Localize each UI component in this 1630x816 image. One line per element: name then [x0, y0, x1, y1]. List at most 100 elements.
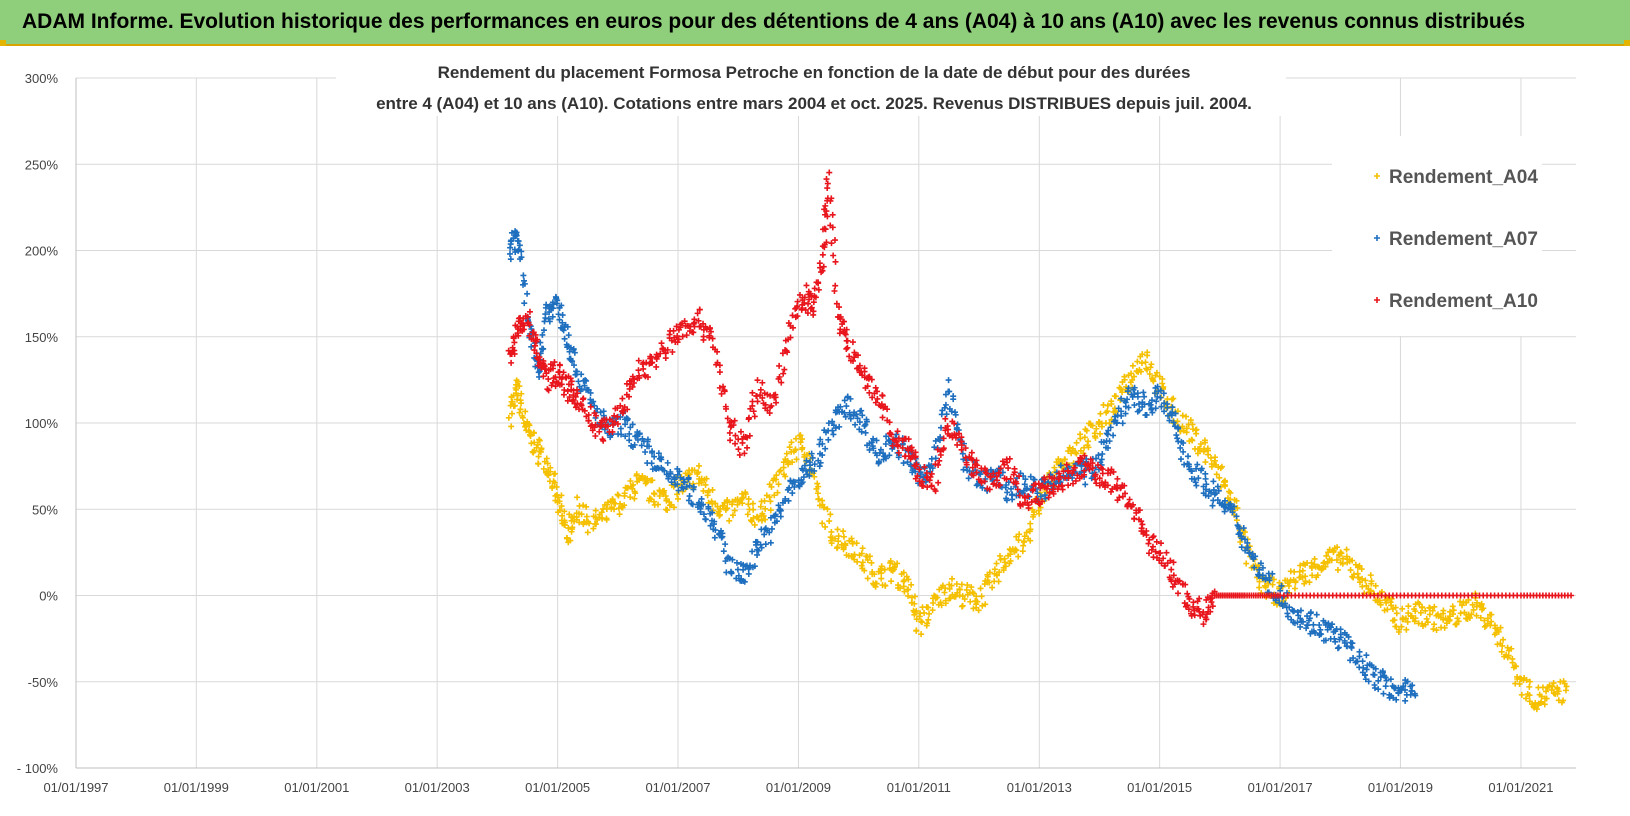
- point-Rendement_A04: [644, 475, 651, 482]
- point-Rendement_A07: [644, 438, 651, 445]
- point-Rendement_A10: [820, 263, 827, 270]
- point-Rendement_A10: [570, 396, 577, 403]
- point-Rendement_A07: [1303, 625, 1310, 632]
- point-Rendement_A10: [1184, 602, 1191, 609]
- point-Rendement_A04: [1030, 513, 1037, 520]
- point-Rendement_A10: [581, 407, 588, 414]
- point-Rendement_A10: [540, 362, 547, 369]
- point-Rendement_A10: [619, 395, 626, 402]
- point-Rendement_A04: [1066, 444, 1073, 451]
- point-Rendement_A04: [1407, 613, 1414, 620]
- point-Rendement_A07: [734, 566, 741, 573]
- points-layer: [505, 169, 1575, 713]
- point-Rendement_A07: [1363, 652, 1370, 659]
- point-Rendement_A04: [864, 575, 871, 582]
- point-Rendement_A04: [1189, 421, 1196, 428]
- point-Rendement_A10: [970, 472, 977, 479]
- point-Rendement_A04: [1144, 349, 1151, 356]
- point-Rendement_A07: [900, 460, 907, 467]
- point-Rendement_A10: [866, 389, 873, 396]
- point-Rendement_A07: [506, 250, 513, 257]
- point-Rendement_A10: [585, 411, 592, 418]
- point-Rendement_A04: [1139, 351, 1146, 358]
- point-Rendement_A10: [731, 417, 738, 424]
- point-Rendement_A04: [535, 453, 542, 460]
- point-Rendement_A10: [626, 393, 633, 400]
- point-Rendement_A07: [1177, 456, 1184, 463]
- point-Rendement_A04: [1555, 688, 1562, 695]
- point-Rendement_A04: [1480, 605, 1487, 612]
- point-Rendement_A10: [1001, 461, 1008, 468]
- point-Rendement_A07: [676, 468, 683, 475]
- point-Rendement_A07: [882, 441, 889, 448]
- point-Rendement_A10: [772, 394, 779, 401]
- point-Rendement_A04: [840, 533, 847, 540]
- point-Rendement_A10: [1143, 532, 1150, 539]
- point-Rendement_A07: [1106, 438, 1113, 445]
- point-Rendement_A04: [1188, 436, 1195, 443]
- point-Rendement_A04: [792, 446, 799, 453]
- point-Rendement_A04: [1514, 673, 1521, 680]
- point-Rendement_A10: [714, 348, 721, 355]
- point-Rendement_A07: [575, 378, 582, 385]
- point-Rendement_A10: [841, 330, 848, 337]
- point-Rendement_A10: [1116, 494, 1123, 501]
- point-Rendement_A10: [766, 410, 773, 417]
- point-Rendement_A07: [816, 463, 823, 470]
- point-Rendement_A04: [974, 598, 981, 605]
- point-Rendement_A04: [968, 584, 975, 591]
- point-Rendement_A10: [1025, 493, 1032, 500]
- point-Rendement_A04: [767, 507, 774, 514]
- point-Rendement_A04: [1334, 544, 1341, 551]
- point-Rendement_A07: [1402, 697, 1409, 704]
- point-Rendement_A07: [1387, 676, 1394, 683]
- point-Rendement_A04: [882, 582, 889, 589]
- point-Rendement_A10: [750, 408, 757, 415]
- point-Rendement_A04: [918, 619, 925, 626]
- point-Rendement_A07: [1154, 393, 1161, 400]
- point-Rendement_A07: [1130, 386, 1137, 393]
- point-Rendement_A07: [745, 565, 752, 572]
- point-Rendement_A04: [815, 483, 822, 490]
- point-Rendement_A07: [929, 465, 936, 472]
- point-Rendement_A07: [1380, 690, 1387, 697]
- point-Rendement_A10: [803, 282, 810, 289]
- point-Rendement_A04: [933, 594, 940, 601]
- point-Rendement_A10: [781, 366, 788, 373]
- point-Rendement_A10: [754, 398, 761, 405]
- point-Rendement_A04: [1193, 426, 1200, 433]
- point-Rendement_A04: [1523, 695, 1530, 702]
- corner-mark-right: [1624, 40, 1630, 46]
- point-Rendement_A10: [558, 381, 565, 388]
- point-Rendement_A10: [1099, 470, 1106, 477]
- point-Rendement_A07: [1278, 582, 1285, 589]
- point-Rendement_A10: [549, 365, 556, 372]
- point-Rendement_A10: [879, 392, 886, 399]
- point-Rendement_A07: [512, 228, 519, 235]
- point-Rendement_A04: [1356, 579, 1363, 586]
- point-Rendement_A07: [705, 505, 712, 512]
- point-Rendement_A04: [659, 488, 666, 495]
- point-Rendement_A07: [1383, 677, 1390, 684]
- point-Rendement_A10: [942, 415, 949, 422]
- x-tick-label: 01/01/2011: [887, 780, 951, 795]
- point-Rendement_A04: [1012, 546, 1019, 553]
- point-Rendement_A04: [911, 593, 918, 600]
- point-Rendement_A10: [824, 213, 831, 220]
- point-Rendement_A04: [726, 517, 733, 524]
- point-Rendement_A07: [1153, 398, 1160, 405]
- point-Rendement_A07: [681, 479, 688, 486]
- point-Rendement_A10: [864, 383, 871, 390]
- point-Rendement_A10: [926, 477, 933, 484]
- point-Rendement_A07: [863, 418, 870, 425]
- point-Rendement_A10: [819, 251, 826, 258]
- point-Rendement_A04: [1179, 412, 1186, 419]
- point-Rendement_A04: [551, 479, 558, 486]
- point-Rendement_A10: [592, 432, 599, 439]
- point-Rendement_A07: [1022, 476, 1029, 483]
- point-Rendement_A07: [859, 412, 866, 419]
- point-Rendement_A07: [1177, 444, 1184, 451]
- point-Rendement_A07: [1003, 497, 1010, 504]
- point-Rendement_A07: [1194, 461, 1201, 468]
- point-Rendement_A04: [511, 402, 518, 409]
